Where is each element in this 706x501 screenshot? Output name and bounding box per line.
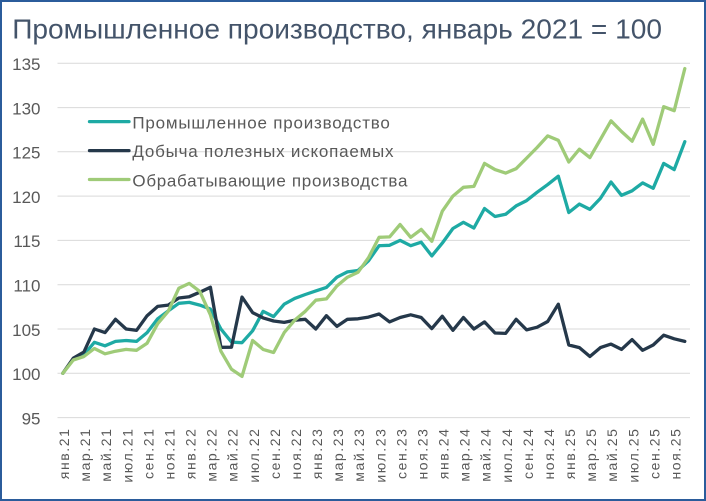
svg-text:Обрабатывающие производства: Обрабатывающие производства (132, 172, 408, 191)
svg-text:120: 120 (12, 188, 40, 207)
svg-text:105: 105 (12, 321, 40, 340)
svg-text:ноя.21: ноя.21 (161, 428, 177, 480)
svg-text:135: 135 (12, 55, 40, 74)
svg-text:ноя.23: ноя.23 (414, 428, 430, 480)
svg-text:май.23: май.23 (351, 428, 367, 482)
svg-text:сен.25: сен.25 (646, 428, 662, 479)
svg-text:мар.25: мар.25 (583, 428, 599, 482)
svg-text:ноя.22: ноя.22 (288, 428, 304, 480)
svg-text:июл.22: июл.22 (246, 428, 262, 483)
svg-text:95: 95 (22, 409, 41, 428)
svg-text:июл.23: июл.23 (372, 428, 388, 483)
svg-text:125: 125 (12, 144, 40, 163)
svg-text:июл.25: июл.25 (625, 428, 641, 483)
svg-text:май.25: май.25 (604, 428, 620, 482)
svg-text:мар.22: мар.22 (204, 428, 220, 482)
svg-text:сен.22: сен.22 (267, 428, 283, 479)
svg-text:янв.24: янв.24 (436, 428, 452, 480)
svg-text:май.21: май.21 (98, 428, 114, 482)
svg-text:июл.21: июл.21 (119, 428, 135, 483)
svg-text:ноя.25: ноя.25 (667, 428, 683, 480)
svg-text:110: 110 (13, 277, 40, 296)
svg-text:янв.21: янв.21 (56, 428, 72, 480)
svg-text:сен.24: сен.24 (520, 428, 536, 479)
svg-text:мар.24: мар.24 (457, 428, 473, 482)
svg-text:Добыча полезных ископаемых: Добыча полезных ископаемых (132, 142, 394, 161)
svg-text:май.22: май.22 (225, 428, 241, 482)
svg-text:сен.21: сен.21 (140, 428, 156, 479)
svg-text:мар.23: мар.23 (330, 428, 346, 482)
svg-text:янв.22: янв.22 (183, 428, 199, 480)
svg-text:130: 130 (12, 99, 40, 118)
svg-text:ноя.24: ноя.24 (541, 428, 557, 480)
svg-text:мар.21: мар.21 (77, 428, 93, 482)
svg-text:Промышленное производство: Промышленное производство (132, 114, 390, 133)
svg-text:янв.25: янв.25 (562, 428, 578, 480)
svg-text:янв.23: янв.23 (309, 428, 325, 480)
svg-text:июл.24: июл.24 (499, 428, 515, 483)
svg-text:Промышленное производство, янв: Промышленное производство, январь 2021 =… (12, 13, 662, 44)
svg-text:115: 115 (13, 232, 40, 251)
svg-text:100: 100 (12, 365, 40, 384)
svg-text:сен.23: сен.23 (393, 428, 409, 479)
svg-text:май.24: май.24 (478, 428, 494, 482)
